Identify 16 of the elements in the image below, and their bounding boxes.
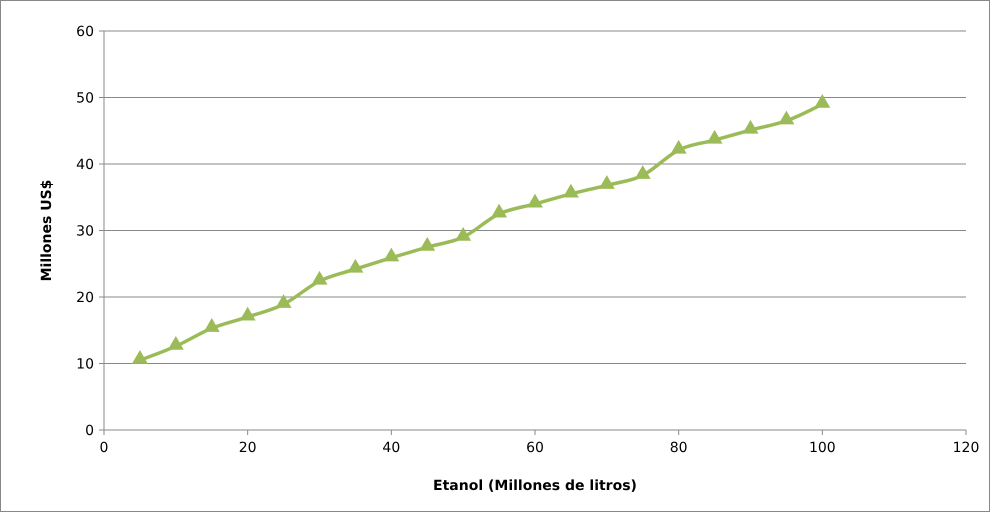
y-tick-label: 0 [85,422,94,439]
x-tick-label: 80 [670,440,688,456]
y-tick-label: 40 [76,156,94,173]
y-tick-label: 10 [76,356,94,372]
x-tick-label: 20 [238,440,257,456]
x-tick-label: 60 [526,440,544,456]
y-tick-label: 20 [76,290,94,306]
y-axis-title: Millones US$ [39,180,55,282]
x-tick-label: 0 [100,440,108,456]
x-tick-label: 40 [382,440,400,456]
x-tick-label: 120 [952,440,980,456]
x-tick-label: 100 [808,440,836,456]
x-axis-title: Etanol (Millones de litros) [433,478,637,494]
y-tick-label: 30 [76,223,94,240]
y-tick-label: 50 [76,90,94,106]
y-tick-label: 60 [76,24,94,40]
